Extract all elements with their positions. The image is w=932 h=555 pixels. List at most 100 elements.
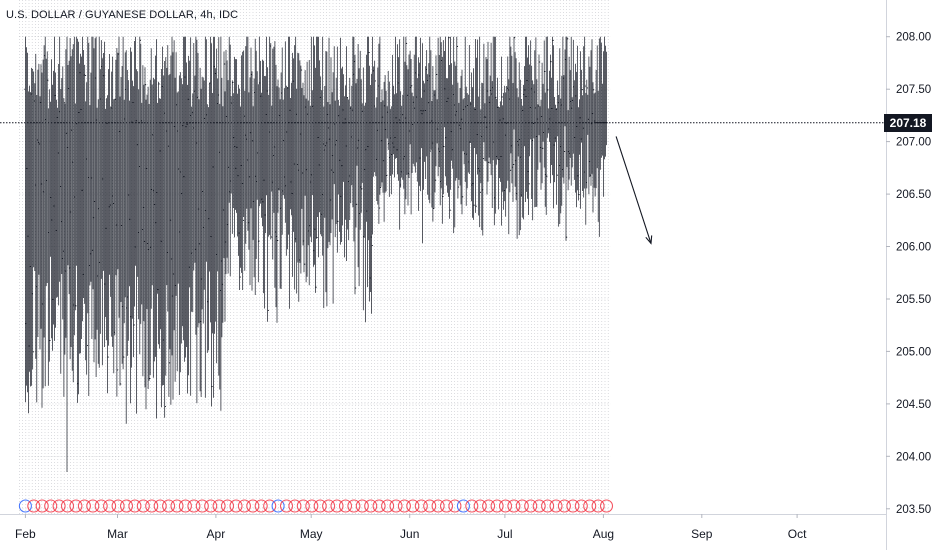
event-badge: [566, 499, 580, 513]
event-badge: [44, 499, 58, 513]
event-badge: [397, 499, 411, 513]
event-badge: [69, 499, 83, 513]
event-badge: [541, 499, 555, 513]
event-badge: [162, 499, 176, 513]
event-badge: [86, 499, 100, 513]
event-markers[interactable]: [18, 499, 614, 513]
event-badge: [330, 499, 344, 513]
event-badge: [515, 499, 529, 513]
event-badge: [347, 499, 361, 513]
event-badge: [237, 499, 251, 513]
x-tick-label: Mar: [107, 527, 128, 541]
event-badge: [473, 499, 487, 513]
last-price-tag: 207.18: [884, 113, 932, 132]
event-badge: [220, 499, 235, 513]
event-badge: [456, 499, 470, 513]
event-badge: [381, 499, 395, 513]
x-tick-label: Jun: [400, 527, 419, 541]
event-badge: [448, 499, 462, 513]
event-badge: [18, 499, 32, 513]
event-badge: [153, 499, 167, 513]
chart-title: U.S. DOLLAR / GUYANESE DOLLAR, 4h, IDC: [6, 9, 239, 21]
event-badge: [423, 499, 437, 513]
event-badge: [532, 499, 546, 513]
overlays: [0, 122, 886, 245]
y-tick-label: 203.50: [896, 504, 931, 516]
y-tick-label: 206.50: [896, 189, 931, 201]
forecast-arrow-head: [645, 235, 653, 245]
event-badge: [364, 499, 378, 513]
y-tick-label: 207.50: [896, 84, 931, 96]
event-badge: [305, 499, 319, 513]
event-badge: [414, 499, 428, 513]
event-badge: [498, 499, 513, 513]
y-tick-label: 208.00: [896, 32, 931, 44]
x-tick-label: Sep: [691, 527, 713, 541]
event-badge: [372, 499, 386, 513]
event-badge: [27, 499, 41, 513]
event-badge: [406, 499, 420, 513]
event-badge: [111, 499, 125, 513]
event-badge: [254, 499, 268, 513]
event-badge: [229, 499, 243, 513]
event-badge: [465, 499, 479, 513]
event-badge: [119, 499, 134, 513]
event-badge: [524, 499, 538, 513]
y-tick-label: 205.00: [896, 346, 931, 358]
event-badge: [271, 499, 285, 513]
event-badge: [279, 499, 294, 513]
event-badge: [574, 499, 588, 513]
event-badge: [355, 499, 369, 513]
y-tick-label: 205.50: [896, 294, 931, 306]
event-badge: [94, 499, 108, 513]
grid: [19, 0, 611, 514]
event-badge: [431, 499, 445, 513]
event-badge: [128, 499, 142, 513]
event-badge: [77, 499, 91, 513]
candles: [24, 36, 608, 472]
event-badge: [313, 499, 327, 513]
y-tick-label: 204.00: [896, 451, 931, 463]
event-badge: [490, 499, 504, 513]
event-badge: [204, 499, 218, 513]
event-badge: [187, 499, 201, 513]
event-badge: [52, 499, 66, 513]
event-badge: [439, 499, 454, 513]
x-tick-label: Jul: [497, 527, 512, 541]
y-tick-label: 204.50: [896, 399, 931, 411]
event-badge: [296, 499, 310, 513]
event-badge: [549, 499, 563, 513]
event-badge: [591, 499, 605, 513]
event-badge: [212, 499, 226, 513]
forecast-arrow-line: [615, 136, 652, 244]
event-badge: [322, 499, 336, 513]
y-tick-label: 207.00: [896, 137, 931, 149]
x-tick-label: May: [300, 527, 323, 541]
event-badge: [170, 499, 184, 513]
y-tick-label: 206.00: [896, 242, 931, 254]
x-tick-label: Apr: [207, 527, 226, 541]
event-badge: [60, 499, 75, 513]
x-tick-label: Oct: [788, 527, 807, 541]
event-badge: [507, 499, 521, 513]
event-badge: [178, 499, 192, 513]
event-badge: [103, 499, 117, 513]
event-badge: [557, 499, 571, 513]
event-badge: [338, 499, 353, 513]
event-badge: [195, 499, 209, 513]
event-badge: [246, 499, 260, 513]
event-badge: [263, 499, 277, 513]
event-badge: [35, 499, 49, 513]
x-tick-label: Aug: [593, 527, 614, 541]
event-badge: [599, 499, 614, 513]
event-badge: [482, 499, 496, 513]
event-badge: [288, 499, 302, 513]
x-tick-label: Feb: [15, 527, 36, 541]
event-badge: [136, 499, 150, 513]
event-badge: [145, 499, 159, 513]
event-badge: [583, 499, 597, 513]
event-badge: [389, 499, 403, 513]
